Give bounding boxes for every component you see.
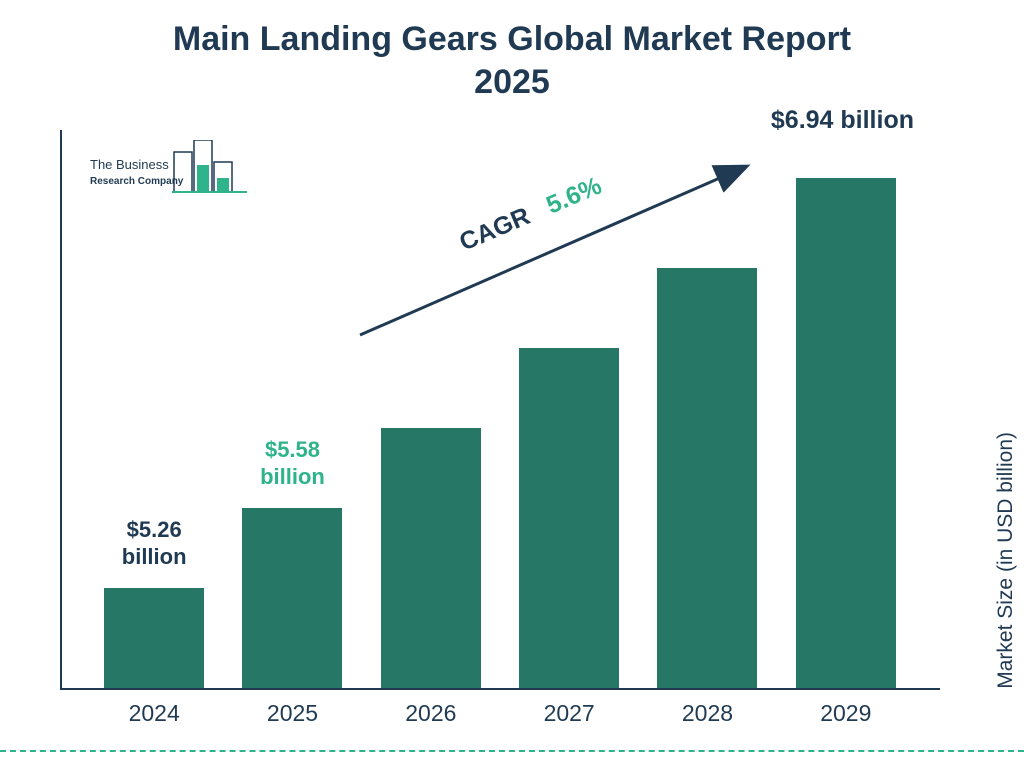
bar-2026 [381,428,481,688]
bar-label-2024: $5.26 billion [84,517,224,570]
bar-2027 [519,348,619,688]
y-axis-title: Market Size (in USD billion) [994,432,1018,689]
bar-slot-2025: $5.58 billion [223,508,361,688]
title-line-1: Main Landing Gears Global Market Report [173,20,851,58]
x-label-2027: 2027 [500,700,638,727]
x-label-2029: 2029 [777,700,915,727]
x-label-2026: 2026 [362,700,500,727]
bar-slot-2029 [777,178,915,688]
x-label-2024: 2024 [85,700,223,727]
chart-title: Main Landing Gears Global Market Report … [0,18,1024,103]
title-line-2: 2025 [474,63,550,101]
bar-chart: $5.26 billion $5.58 billion 2024 2025 2 [60,130,940,690]
bottom-dashed-line [0,750,1024,752]
bar-slot-2024: $5.26 billion [85,588,223,688]
bar-slot-2026 [362,428,500,688]
bar-2029 [796,178,896,688]
x-axis-line [60,688,940,690]
x-axis-labels: 2024 2025 2026 2027 2028 2029 [60,700,940,727]
x-label-2028: 2028 [638,700,776,727]
bar-2024 [104,588,204,688]
bar-slot-2028 [638,268,776,688]
bar-2028 [657,268,757,688]
bar-slot-2027 [500,348,638,688]
x-label-2025: 2025 [223,700,361,727]
bar-label-2025: $5.58 billion [222,437,362,490]
bar-2025 [242,508,342,688]
